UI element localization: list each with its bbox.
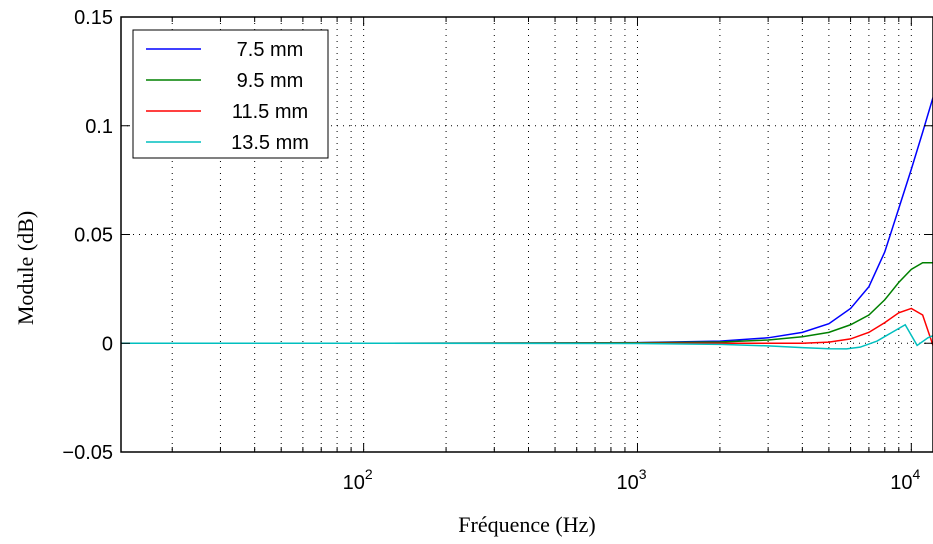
legend-label: 13.5 mm [231,132,309,154]
x-tick-label: 103 [616,466,646,494]
plot-series [121,97,933,350]
legend-label: 9.5 mm [237,70,304,92]
legend-box [132,29,329,159]
x-axis-tick-labels: 102 103 104 [343,466,921,494]
legend: 7.5 mm 9.5 mm 11.5 mm 13.5 mm [132,29,329,159]
y-tick-label: 0.1 [85,116,113,138]
axis-ticks [121,16,933,453]
legend-label: 11.5 mm [232,101,308,123]
y-tick-label: 0.05 [74,225,113,247]
legend-label: 7.5 mm [237,39,304,61]
y-axis-label: Module (dB) [13,211,38,325]
y-axis-tick-labels: −0.05 0 0.05 0.1 0.15 [62,7,113,464]
series-line-1 [121,262,933,344]
y-tick-label: −0.05 [62,442,113,464]
series-line-2 [121,307,933,346]
series-line-3 [121,323,933,350]
y-tick-label: 0.15 [74,7,113,29]
x-axis-label: Fréquence (Hz) [458,512,595,537]
x-tick-label: 102 [343,466,373,494]
y-tick-label: 0 [102,333,113,355]
x-tick-label: 104 [890,466,920,494]
